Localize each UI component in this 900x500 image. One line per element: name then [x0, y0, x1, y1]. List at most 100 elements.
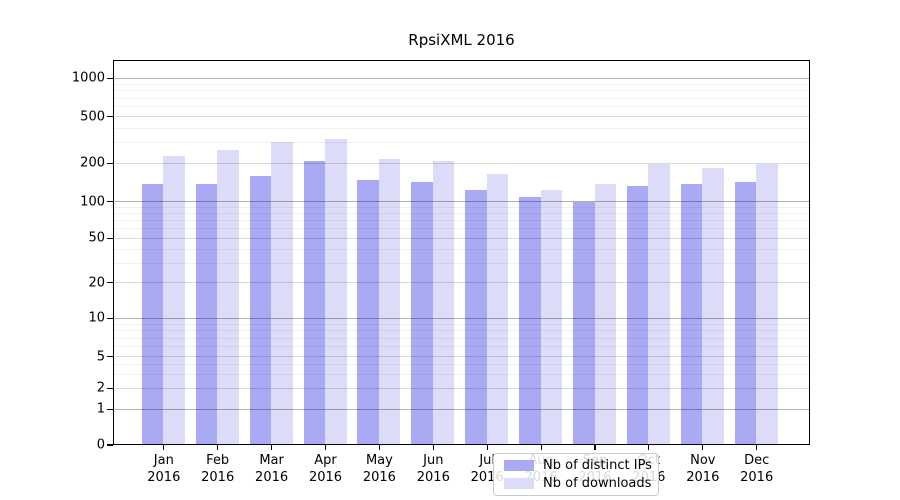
bar-downloads-jan — [163, 155, 185, 444]
x-label-month-apr: Apr — [314, 453, 337, 468]
gridline-400 — [114, 127, 809, 129]
x-tick-mar — [271, 445, 273, 450]
chart-title: RpsiXML 2016 — [408, 31, 515, 49]
x-tick-jun — [432, 445, 434, 450]
y-axis-tick-label-2: 2 — [96, 380, 105, 396]
y-axis-tick-label-10: 10 — [88, 310, 105, 326]
y-axis-tick-label-1000: 1000 — [71, 70, 105, 86]
y-tick-0 — [107, 444, 113, 446]
bar-ips-mar — [249, 176, 272, 444]
gridline-1000 — [114, 77, 809, 79]
bar-ips-sep — [573, 202, 595, 444]
gridline-600 — [114, 106, 809, 108]
y-tick-1 — [107, 408, 113, 410]
y-axis-tick-label-1: 1 — [96, 401, 105, 417]
y-tick-100 — [107, 201, 113, 203]
bar-downloads-mar — [271, 141, 293, 444]
x-tick-oct — [648, 445, 650, 450]
x-tick-nov — [702, 445, 704, 450]
legend-label-downloads: Nb of downloads — [543, 476, 652, 491]
x-label-month-mar: Mar — [259, 453, 284, 468]
x-axis-label-apr: Apr 2016 — [309, 452, 342, 486]
y-tick-500 — [107, 116, 113, 118]
x-label-month-jul: Jul — [479, 453, 496, 468]
y-tick-50 — [107, 237, 113, 239]
gridline-500 — [114, 116, 809, 118]
x-axis-label-dec: Dec 2016 — [740, 452, 773, 486]
x-tick-feb — [217, 445, 219, 450]
legend: Nb of distinct IPs Nb of downloads — [493, 453, 659, 496]
x-tick-jul — [486, 445, 488, 450]
legend-item-downloads: Nb of downloads — [494, 476, 658, 491]
x-axis-label-may: May 2016 — [363, 452, 396, 486]
x-label-month-jan: Jan — [153, 453, 174, 468]
x-tick-apr — [324, 445, 327, 450]
bar-ips-may — [357, 179, 379, 444]
x-label-year-may: 2016 — [362, 470, 396, 485]
bar-downloads-may — [378, 158, 401, 444]
legend-item-ips: Nb of distinct IPs — [494, 458, 658, 473]
y-axis-tick-label-0: 0 — [96, 437, 105, 453]
bar-ips-nov — [680, 184, 703, 444]
legend-swatch-ips — [504, 460, 534, 471]
x-label-year-apr: 2016 — [308, 470, 343, 485]
x-axis-label-feb: Feb 2016 — [201, 452, 234, 486]
x-tick-may — [378, 445, 380, 450]
x-axis-label-mar: Mar 2016 — [255, 452, 288, 486]
gridline-900 — [114, 83, 809, 85]
bar-ips-oct — [626, 185, 649, 444]
x-axis-label-jun: Jun 2016 — [417, 452, 450, 486]
bar-downloads-aug — [540, 189, 563, 444]
y-tick-2 — [107, 387, 113, 389]
x-label-year-mar: 2016 — [255, 470, 289, 485]
x-label-month-dec: Dec — [744, 453, 770, 468]
y-tick-20 — [107, 282, 113, 284]
y-axis-tick-label-100: 100 — [80, 194, 105, 210]
x-label-month-may: May — [365, 453, 393, 468]
legend-label-ips: Nb of distinct IPs — [543, 458, 652, 473]
bar-ips-aug — [519, 196, 541, 444]
x-tick-jan — [163, 445, 165, 450]
x-tick-aug — [540, 445, 542, 450]
x-label-year-feb: 2016 — [201, 470, 235, 485]
y-axis-tick-label-200: 200 — [80, 155, 105, 171]
bar-downloads-jul — [486, 174, 509, 444]
x-label-month-jun: Jun — [423, 453, 444, 468]
x-label-month-feb: Feb — [206, 453, 230, 468]
x-tick-sep — [594, 445, 596, 450]
bar-downloads-feb — [217, 150, 239, 444]
x-label-month-nov: Nov — [690, 453, 716, 468]
bar-downloads-dec — [756, 164, 778, 444]
y-tick-1000 — [107, 77, 113, 79]
bar-downloads-jun — [432, 161, 455, 444]
x-label-year-jan: 2016 — [147, 470, 181, 485]
y-axis-tick-label-50: 50 — [88, 230, 105, 246]
bar-ips-apr — [303, 161, 325, 444]
y-tick-10 — [107, 317, 113, 319]
y-axis-tick-label-500: 500 — [80, 109, 105, 125]
x-label-year-dec: 2016 — [740, 470, 774, 485]
bar-downloads-oct — [648, 163, 670, 444]
x-axis-label-nov: Nov 2016 — [686, 452, 719, 486]
y-axis-tick-label-5: 5 — [96, 349, 105, 365]
x-tick-dec — [756, 445, 758, 450]
plot-area: Nb of distinct IPs Nb of downloads — [113, 60, 810, 496]
x-axis-label-jan: Jan 2016 — [147, 452, 180, 486]
bar-ips-jul — [465, 189, 487, 444]
bar-ips-feb — [195, 184, 218, 444]
y-axis-tick-label-20: 20 — [88, 275, 105, 291]
legend-swatch-downloads — [504, 478, 534, 489]
x-label-year-nov: 2016 — [686, 470, 720, 485]
bar-downloads-apr — [325, 139, 347, 444]
y-tick-200 — [107, 162, 113, 164]
bar-ips-dec — [734, 181, 757, 444]
bar-ips-jan — [141, 183, 164, 444]
bar-ips-jun — [411, 181, 433, 444]
bar-downloads-sep — [594, 183, 616, 444]
gridline-300 — [114, 142, 809, 144]
gridline-700 — [114, 97, 809, 99]
x-label-year-jun: 2016 — [416, 470, 450, 485]
y-tick-5 — [107, 356, 113, 358]
bar-downloads-nov — [702, 168, 724, 444]
